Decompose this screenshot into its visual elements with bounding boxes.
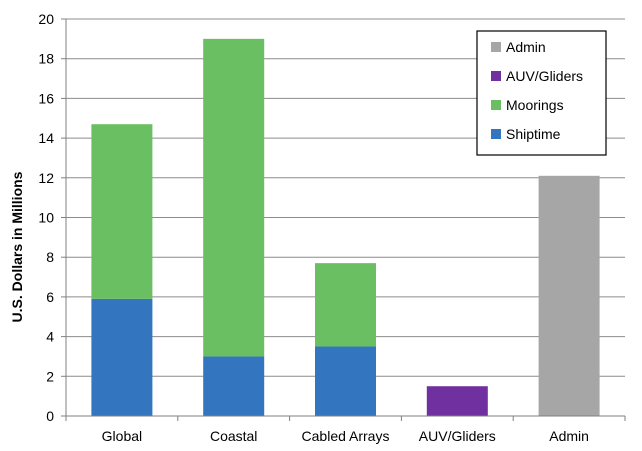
legend-swatch bbox=[491, 71, 501, 81]
y-tick-label: 6 bbox=[46, 289, 54, 305]
y-tick-labels: 0 2 4 6 8 10 12 14 16 18 20 bbox=[38, 11, 54, 424]
legend-swatch bbox=[491, 100, 501, 110]
axes bbox=[61, 18, 626, 421]
bar-moorings-2 bbox=[315, 263, 376, 347]
x-tick-label: AUV/Gliders bbox=[419, 428, 496, 444]
bar-shiptime-2 bbox=[315, 346, 376, 416]
legend-label: Shiptime bbox=[506, 126, 561, 142]
legend-label: Moorings bbox=[506, 97, 564, 113]
x-tick-label: Coastal bbox=[210, 428, 257, 444]
bar-shiptime-1 bbox=[203, 356, 265, 416]
bar-moorings-0 bbox=[91, 124, 153, 299]
legend-swatch bbox=[491, 129, 501, 139]
y-tick-label: 10 bbox=[38, 210, 54, 226]
bar-moorings-1 bbox=[203, 38, 265, 357]
y-axis-label: U.S. Dollars in Millions bbox=[9, 171, 25, 322]
y-tick-label: 16 bbox=[38, 90, 54, 106]
y-tick-label: 12 bbox=[38, 170, 54, 186]
y-tick-label: 20 bbox=[38, 11, 54, 27]
y-tick-label: 0 bbox=[46, 408, 54, 424]
y-tick-label: 4 bbox=[46, 329, 54, 345]
bar-shiptime-0 bbox=[91, 298, 153, 416]
bars bbox=[91, 38, 600, 416]
legend-label: Admin bbox=[506, 39, 546, 55]
bar-auv-gliders-3 bbox=[426, 386, 488, 416]
x-tick-label: Admin bbox=[549, 428, 589, 444]
legend: Admin AUV/Gliders Moorings Shiptime bbox=[476, 30, 607, 156]
y-tick-label: 14 bbox=[38, 130, 54, 146]
bar-admin-4 bbox=[538, 175, 600, 416]
y-tick-label: 2 bbox=[46, 368, 54, 384]
x-tick-label: Cabled Arrays bbox=[302, 428, 390, 444]
y-tick-label: 8 bbox=[46, 249, 54, 265]
y-tick-label: 18 bbox=[38, 51, 54, 67]
legend-label: AUV/Gliders bbox=[506, 68, 583, 84]
legend-swatch bbox=[491, 42, 501, 52]
x-tick-labels: Global Coastal Cabled Arrays AUV/Gliders Adm… bbox=[102, 428, 589, 444]
x-tick-label: Global bbox=[102, 428, 142, 444]
